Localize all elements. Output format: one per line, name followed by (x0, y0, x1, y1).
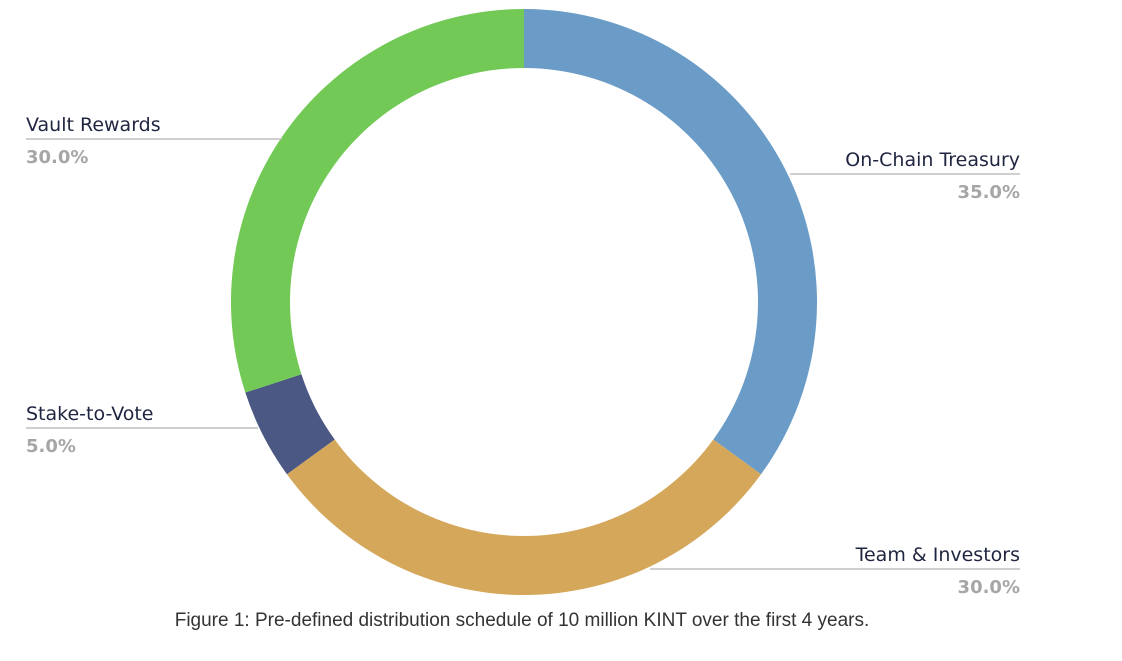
value-on-chain-treasury: 35.0% (958, 182, 1020, 203)
slice-team-investors (286, 439, 762, 595)
label-team-investors: Team & Investors (855, 544, 1020, 566)
value-vault-rewards: 30.0% (26, 147, 88, 168)
slice-stake-to-vote (245, 374, 335, 475)
label-stake-to-vote: Stake-to-Vote (26, 403, 153, 425)
donut-slices (230, 9, 817, 595)
slice-labels: On-Chain Treasury 35.0% Team & Investors 30… (26, 114, 1020, 598)
label-on-chain-treasury: On-Chain Treasury (845, 149, 1020, 171)
label-vault-rewards: Vault Rewards (26, 114, 161, 136)
figure-caption: Figure 1: Pre-defined distribution sched… (174, 610, 870, 631)
slice-on-chain-treasury (524, 9, 817, 475)
value-team-investors: 30.0% (958, 577, 1020, 598)
value-stake-to-vote: 5.0% (26, 436, 76, 457)
slice-vault-rewards (230, 9, 524, 393)
